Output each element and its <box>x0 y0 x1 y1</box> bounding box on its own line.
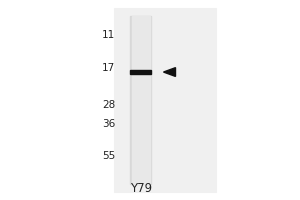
Bar <box>130 70 152 74</box>
Text: Y79: Y79 <box>130 182 152 194</box>
Bar <box>130 16 152 184</box>
Text: 55: 55 <box>102 151 116 161</box>
Polygon shape <box>164 68 175 76</box>
Text: 11: 11 <box>102 30 116 40</box>
Text: 28: 28 <box>102 100 116 110</box>
Text: 17: 17 <box>102 63 116 73</box>
Text: 36: 36 <box>102 119 116 129</box>
Bar <box>114 8 216 192</box>
Bar <box>131 16 150 184</box>
